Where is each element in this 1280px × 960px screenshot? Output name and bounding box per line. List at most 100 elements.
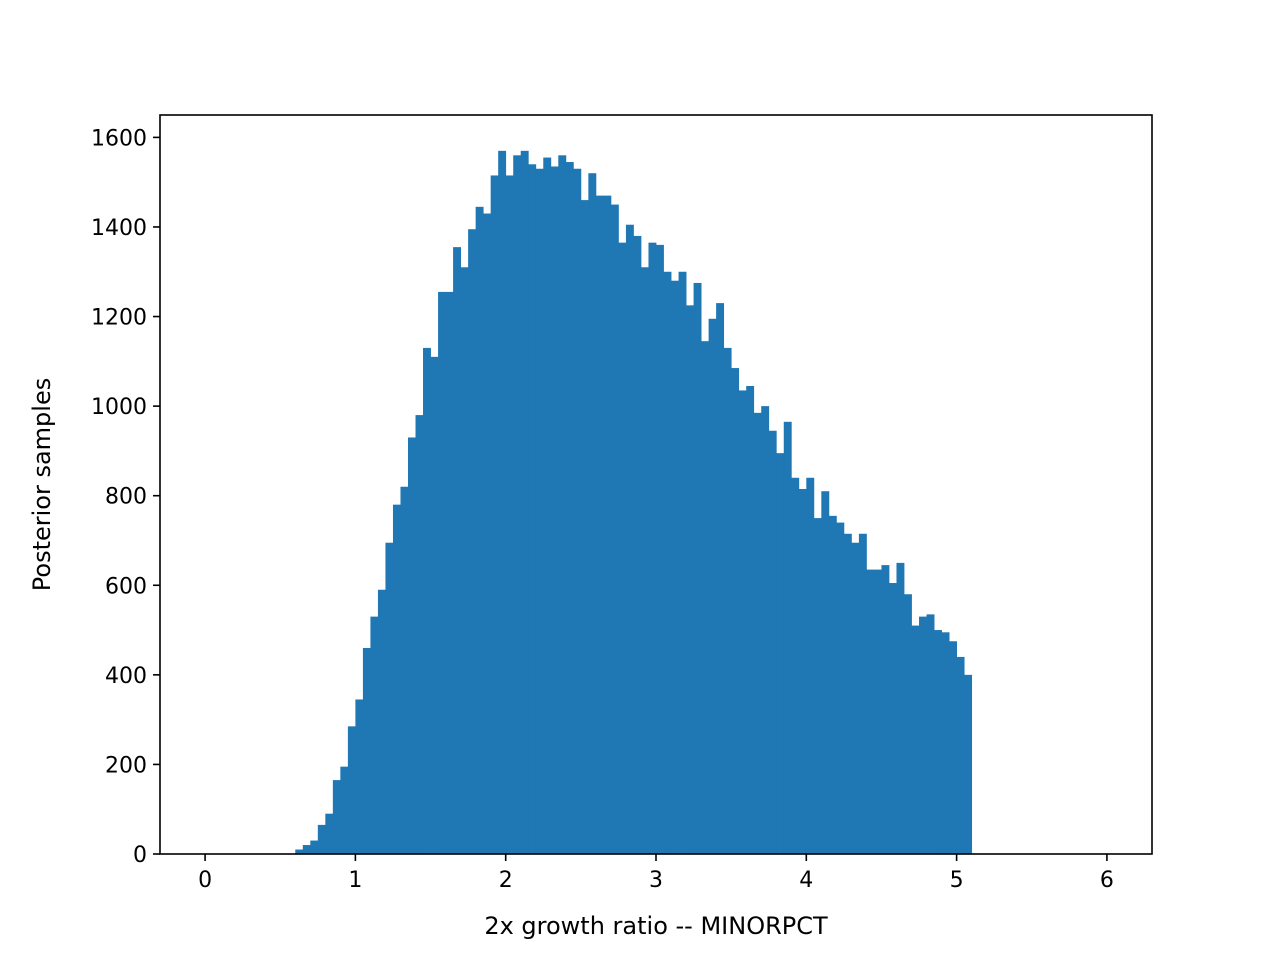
x-axis-ticks: 0 1 2 3 4 5 6 bbox=[198, 854, 1114, 893]
histogram-bar bbox=[340, 766, 349, 854]
histogram-bar bbox=[708, 318, 717, 854]
histogram-bar bbox=[528, 164, 537, 854]
histogram-bar bbox=[663, 271, 672, 854]
histogram-bar bbox=[701, 341, 710, 854]
histogram-bar bbox=[302, 845, 311, 854]
histogram-bar bbox=[648, 242, 657, 854]
histogram-bar bbox=[362, 647, 371, 854]
histogram-bar bbox=[776, 453, 785, 854]
histogram-bar bbox=[656, 244, 664, 854]
histogram-bar bbox=[964, 674, 973, 854]
histogram-bar bbox=[716, 303, 725, 854]
y-tick-label: 0 bbox=[133, 843, 147, 868]
histogram-bar bbox=[565, 162, 574, 854]
histogram-bar bbox=[423, 347, 431, 854]
histogram-bar bbox=[505, 175, 514, 854]
y-tick-label: 600 bbox=[105, 574, 147, 599]
histogram-bar bbox=[438, 291, 446, 854]
histogram-bar bbox=[941, 632, 950, 854]
histogram-bar bbox=[513, 155, 522, 854]
histogram-bar bbox=[618, 242, 627, 854]
histogram-bar bbox=[866, 569, 875, 854]
histogram-bar bbox=[949, 641, 958, 854]
histogram-bar bbox=[573, 168, 582, 854]
histogram-bar bbox=[934, 630, 942, 854]
histogram-bar bbox=[633, 235, 642, 854]
x-tick-label: 5 bbox=[950, 868, 964, 893]
histogram-bar bbox=[610, 204, 619, 854]
histogram-bar bbox=[325, 813, 334, 854]
histogram-bar bbox=[445, 291, 454, 854]
histogram-bar bbox=[858, 533, 867, 854]
histogram-bar bbox=[746, 385, 755, 854]
histogram-bar bbox=[843, 533, 852, 854]
histogram-bar bbox=[483, 213, 492, 854]
histogram-bar bbox=[671, 280, 679, 855]
histogram-bar bbox=[836, 522, 845, 854]
histogram-bar bbox=[543, 157, 552, 855]
histogram-bar bbox=[332, 780, 341, 854]
histogram-bar bbox=[475, 206, 484, 854]
histogram-bar bbox=[520, 150, 529, 854]
histogram-bar bbox=[731, 368, 740, 854]
histogram-bar bbox=[550, 166, 559, 854]
histogram-bar bbox=[408, 437, 416, 854]
histogram-bar bbox=[753, 412, 762, 854]
histogram-bar bbox=[783, 421, 792, 854]
histogram-bar bbox=[595, 195, 604, 854]
histogram-bar bbox=[768, 430, 777, 854]
histogram-bar bbox=[400, 486, 409, 854]
x-axis-label: 2x growth ratio -- MINORPCT bbox=[484, 912, 828, 940]
y-tick-label: 400 bbox=[105, 664, 147, 689]
histogram-bar bbox=[761, 406, 770, 854]
histogram-bar bbox=[317, 824, 326, 854]
histogram-bar bbox=[806, 477, 815, 854]
histogram-bar bbox=[535, 168, 544, 854]
histogram-bar bbox=[911, 625, 920, 854]
histogram-bar bbox=[385, 542, 394, 854]
histogram-bar bbox=[580, 200, 589, 855]
histogram-bar bbox=[896, 562, 905, 854]
y-tick-label: 1200 bbox=[91, 306, 147, 331]
histogram-bar bbox=[415, 415, 424, 854]
histogram-bar bbox=[738, 390, 747, 854]
y-axis-label: Posterior samples bbox=[28, 378, 56, 591]
histogram-bar bbox=[392, 504, 401, 854]
x-tick-label: 2 bbox=[499, 868, 513, 893]
histogram-bar bbox=[355, 699, 364, 854]
y-axis-ticks: 0 200 400 600 800 1000 1200 1400 1600 bbox=[91, 126, 160, 868]
x-tick-label: 3 bbox=[649, 868, 663, 893]
histogram-bar bbox=[310, 840, 319, 854]
histogram-bar bbox=[640, 267, 649, 854]
y-tick-label: 1400 bbox=[91, 216, 147, 241]
histogram-bar bbox=[813, 518, 822, 854]
y-tick-label: 800 bbox=[105, 485, 147, 510]
histogram-bar bbox=[453, 247, 462, 854]
x-tick-label: 4 bbox=[799, 868, 813, 893]
histogram-bar bbox=[377, 589, 386, 854]
x-tick-label: 0 bbox=[198, 868, 212, 893]
y-tick-label: 200 bbox=[105, 753, 147, 778]
histogram-bar bbox=[888, 583, 897, 854]
histogram-bar bbox=[851, 542, 860, 854]
histogram-bar bbox=[678, 271, 687, 854]
x-tick-label: 6 bbox=[1100, 868, 1114, 893]
histogram-bar bbox=[881, 565, 890, 854]
histogram-bar bbox=[919, 616, 927, 854]
histogram-bar bbox=[430, 356, 439, 854]
histogram-bar bbox=[904, 594, 912, 854]
histogram-bar bbox=[460, 267, 469, 854]
histogram-bar bbox=[828, 515, 837, 854]
histogram-bar bbox=[723, 347, 732, 854]
plot-frame bbox=[159, 114, 1153, 855]
histogram-bar bbox=[693, 282, 702, 854]
histogram-bar bbox=[873, 569, 882, 854]
histogram-bar bbox=[926, 614, 935, 854]
histogram-bar bbox=[791, 477, 800, 854]
histogram-bar bbox=[295, 849, 304, 854]
histogram-bars bbox=[295, 150, 973, 855]
histogram-bar bbox=[821, 491, 830, 854]
histogram-bar bbox=[956, 656, 965, 854]
histogram-bar bbox=[603, 195, 612, 854]
